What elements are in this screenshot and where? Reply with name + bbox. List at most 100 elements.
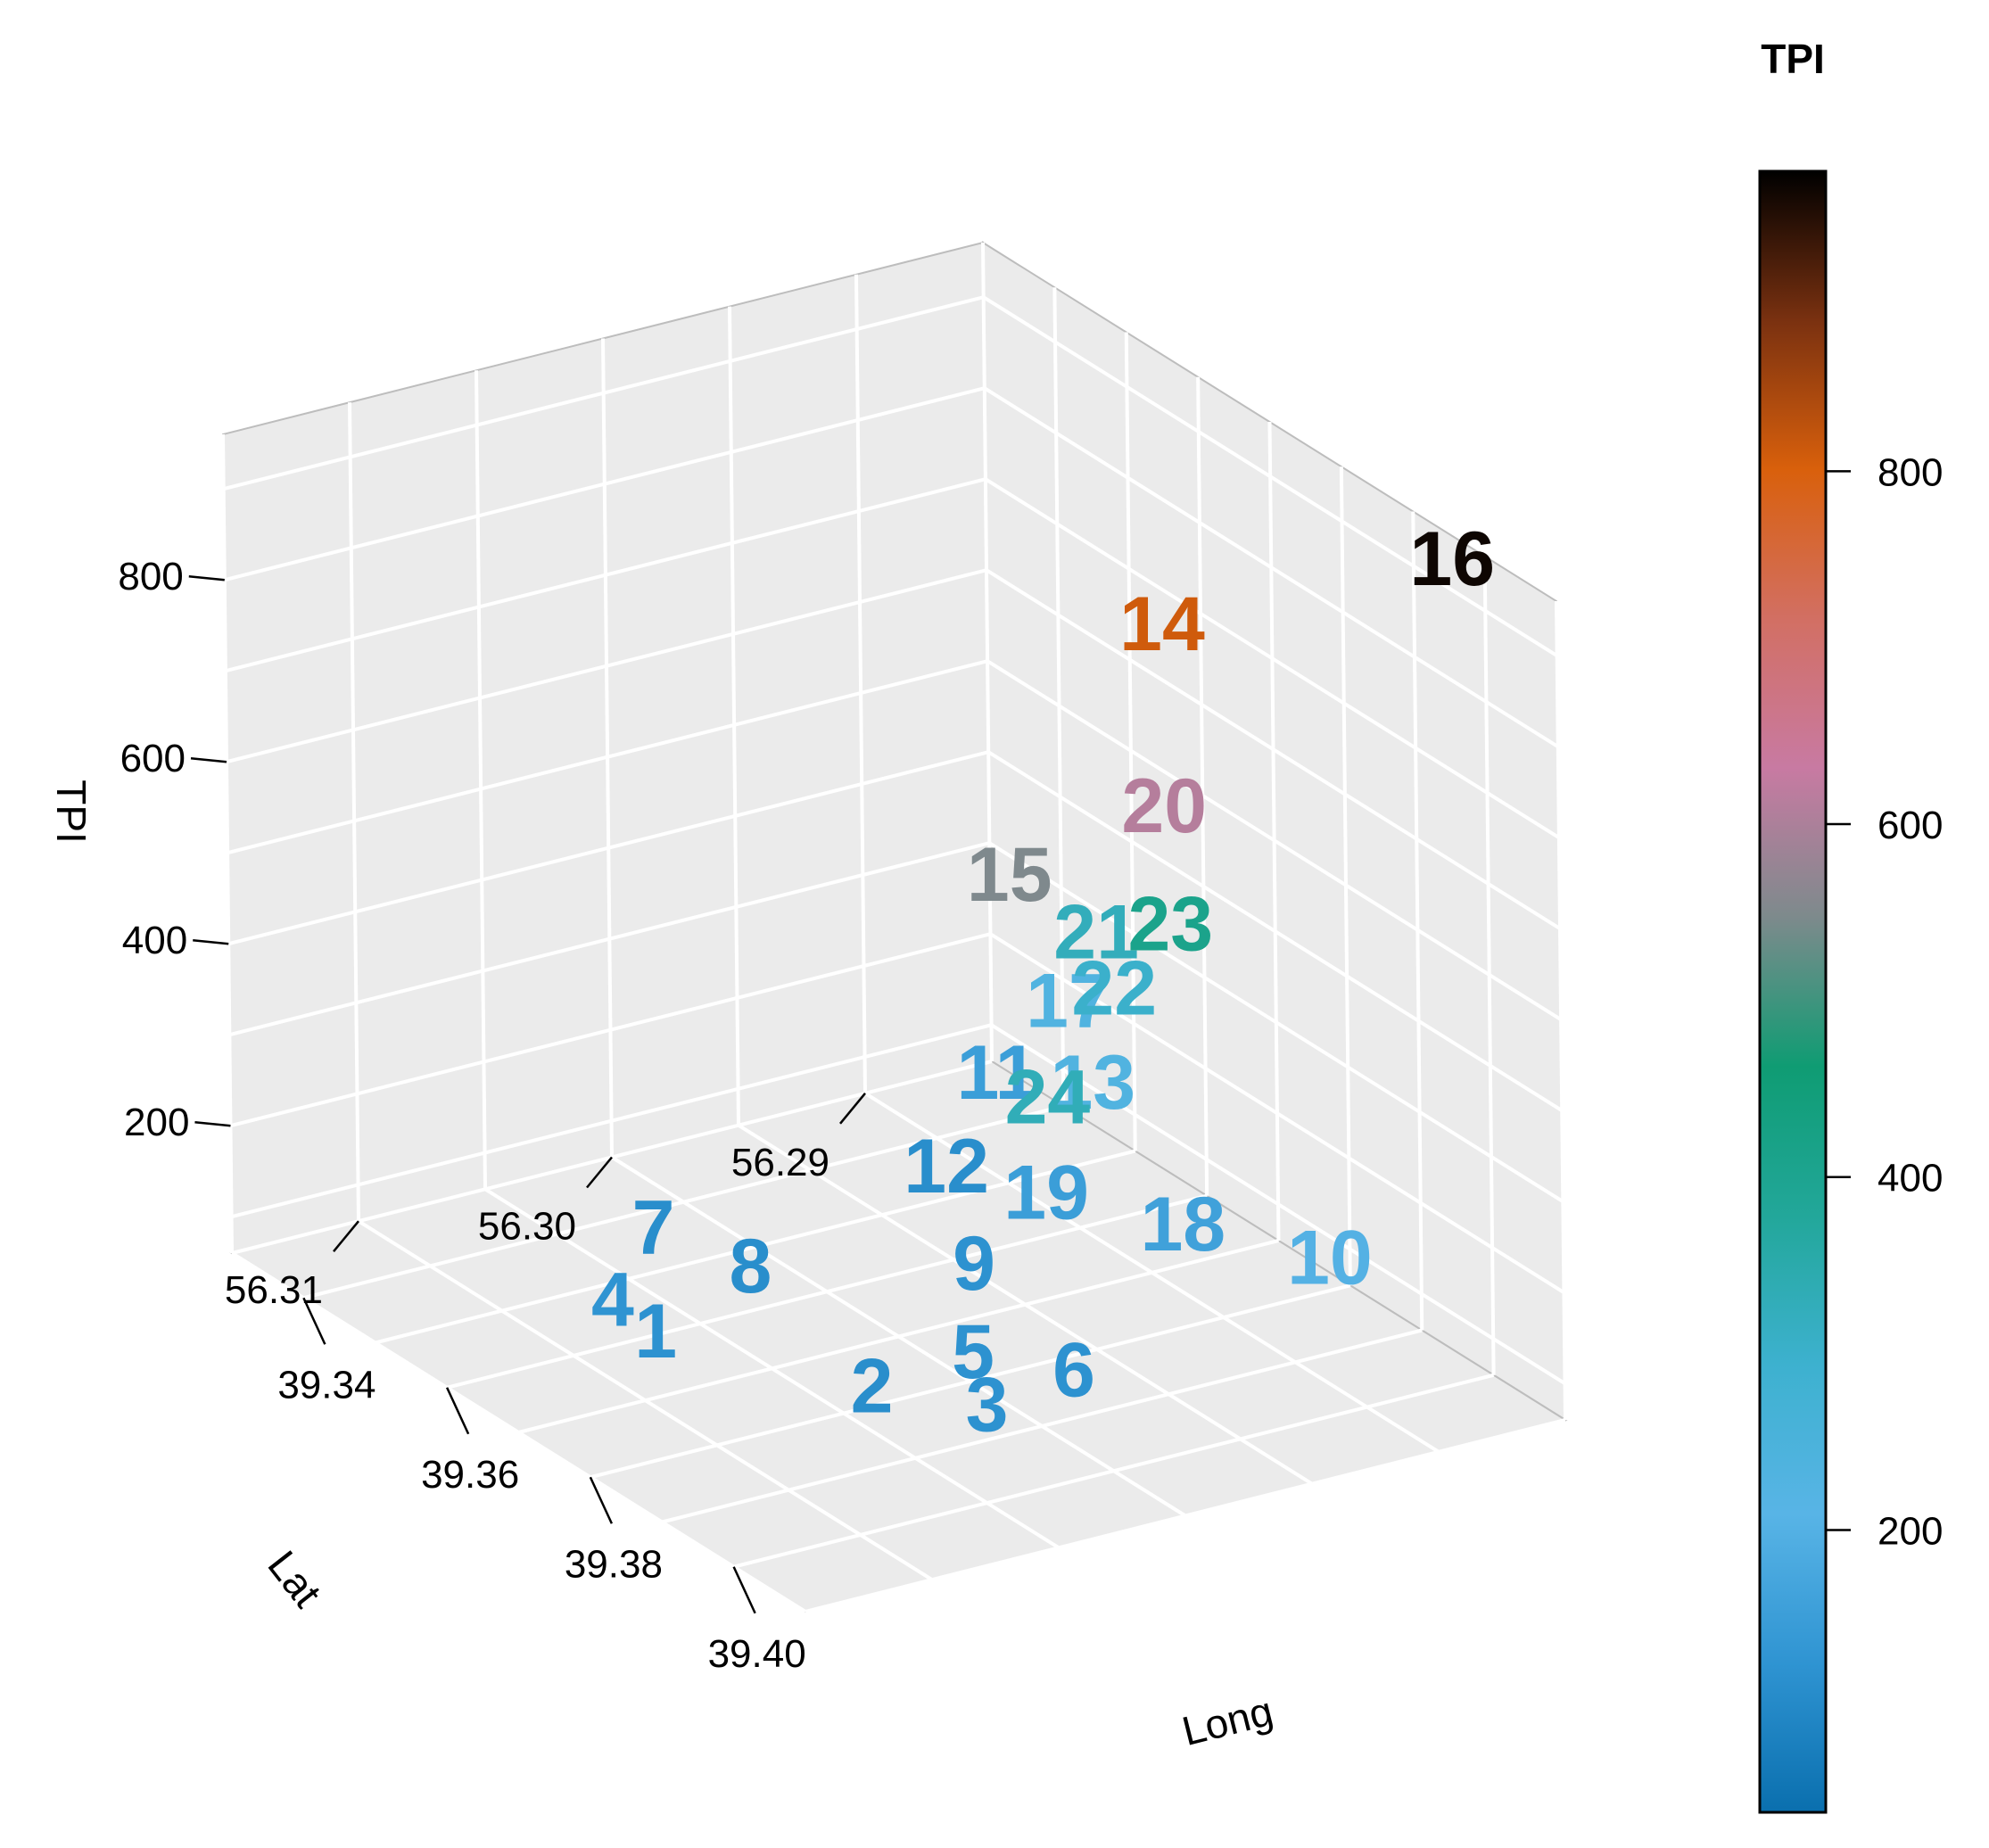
- y-tick-label: 56.29: [731, 1141, 829, 1184]
- colorbar-tick-label: 600: [1878, 804, 1943, 847]
- grid-leftwall-lat: [475, 370, 487, 1190]
- grid-leftwall-lat: [601, 338, 614, 1158]
- z-tick-mark: [190, 756, 227, 763]
- grid-rightwall-long: [1555, 600, 1567, 1421]
- point-label: 7: [632, 1185, 675, 1271]
- z-tick-label: 600: [120, 737, 186, 780]
- grid-rightwall-tpi: [984, 477, 1560, 839]
- z-tick-mark: [193, 938, 229, 945]
- point-label: 14: [1119, 582, 1205, 667]
- grid-leftwall-tpi: [224, 386, 986, 582]
- z-tick-label: 200: [124, 1101, 189, 1144]
- colorbar-ticks: 200 400 600 800: [1826, 450, 1943, 1553]
- y-tick-mark: [333, 1220, 359, 1252]
- point-label: 2: [851, 1344, 894, 1430]
- z-tick-mark: [188, 574, 225, 582]
- grid-leftwall-tpi: [227, 750, 989, 946]
- x-tick-mark: [302, 1297, 326, 1345]
- x-tick-mark: [589, 1476, 614, 1524]
- grid-leftwall-lat: [854, 274, 867, 1093]
- colorbar-tick-label: 800: [1878, 450, 1943, 494]
- z-tick-label: 800: [118, 555, 183, 598]
- grid-floor-lat: [863, 1092, 1440, 1454]
- grid-leftwall-lat: [348, 402, 360, 1222]
- x-axis-title: Long: [1177, 1687, 1277, 1754]
- point-label: 21: [1053, 890, 1139, 976]
- grid-rightwall-long: [1196, 376, 1209, 1196]
- x-tick-label: 39.34: [277, 1363, 376, 1407]
- x-tick-label: 39.38: [565, 1542, 663, 1586]
- grid-rightwall-tpi: [988, 841, 1564, 1203]
- grid-floor-lat: [483, 1187, 1061, 1550]
- gridlines: [221, 242, 1567, 1613]
- y-tick-mark: [586, 1156, 613, 1189]
- grid-rightwall-long: [1411, 511, 1424, 1331]
- grid-floor-lat: [610, 1155, 1187, 1518]
- axis-ticks: 39.34 39.36 39.38 39.40 56.29 56.30 56.31 200 40…: [118, 555, 866, 1676]
- grid-rightwall-long: [1482, 556, 1496, 1375]
- grid-rightwall-tpi: [983, 386, 1559, 748]
- y-tick-label: 56.31: [225, 1268, 323, 1312]
- point-label: 23: [1127, 881, 1213, 967]
- grid-floor-lat: [357, 1219, 934, 1581]
- grid-floor-lat: [230, 1251, 807, 1613]
- grid-leftwall-tpi: [229, 932, 991, 1128]
- point-label: 16: [1409, 516, 1495, 602]
- point-label: 8: [729, 1224, 772, 1309]
- grid-rightwall-tpi: [987, 750, 1564, 1112]
- x-tick-label: 39.36: [421, 1453, 519, 1497]
- grid-rightwall-tpi: [990, 1023, 1566, 1385]
- grid-leftwall-tpi: [225, 477, 986, 673]
- point-label: 1: [634, 1289, 677, 1374]
- point-label: 11: [957, 1030, 1038, 1116]
- grid-rightwall-long: [981, 242, 994, 1062]
- colorbar: TPI 200 400 600 800: [1758, 36, 1943, 1814]
- colorbar-tick-label: 200: [1878, 1509, 1943, 1553]
- grid-leftwall-tpi: [231, 1023, 993, 1219]
- point-label: 17: [1026, 958, 1111, 1044]
- grid-rightwall-long: [1267, 421, 1281, 1242]
- point-label: 3: [966, 1362, 1009, 1448]
- colorbar-tick-label: 400: [1878, 1157, 1943, 1200]
- grid-rightwall-tpi: [989, 932, 1565, 1294]
- point-label: 19: [1003, 1150, 1089, 1235]
- colorbar-title: TPI: [1761, 36, 1825, 82]
- point-label: 4: [591, 1258, 634, 1343]
- colorbar-ramp: [1758, 169, 1828, 1814]
- z-axis-title: TPI: [48, 780, 95, 844]
- point-label: 22: [1071, 945, 1157, 1031]
- x-tick-mark: [445, 1387, 470, 1435]
- point-label: 13: [1050, 1040, 1135, 1126]
- grid-leftwall-lat: [221, 433, 234, 1254]
- grid-rightwall-tpi: [982, 295, 1558, 657]
- y-tick-label: 56.30: [478, 1205, 576, 1249]
- grid-leftwall-tpi: [228, 841, 990, 1037]
- point-label: 15: [967, 832, 1052, 918]
- grid-rightwall-tpi: [985, 568, 1562, 930]
- z-tick-mark: [194, 1120, 231, 1127]
- grid-leftwall-tpi: [223, 295, 985, 491]
- grid-leftwall-tpi: [226, 568, 987, 764]
- grid-floor-lat: [737, 1123, 1314, 1486]
- point-label: 9: [953, 1221, 995, 1307]
- x-tick-label: 39.40: [708, 1632, 806, 1676]
- point-label: 5: [952, 1309, 994, 1395]
- grid-rightwall-tpi: [986, 659, 1563, 1021]
- point-label: 12: [904, 1124, 989, 1209]
- point-label: 20: [1121, 763, 1207, 849]
- z-tick-label: 400: [122, 919, 187, 962]
- grid-leftwall-lat: [728, 306, 740, 1126]
- grid-rightwall-long: [1339, 466, 1352, 1286]
- point-label: 18: [1140, 1182, 1226, 1267]
- x-tick-mark: [732, 1566, 756, 1614]
- y-tick-mark: [839, 1093, 866, 1125]
- y-axis-title: Lat: [259, 1542, 330, 1616]
- point-label: 6: [1052, 1328, 1095, 1414]
- grid-leftwall-tpi: [227, 659, 988, 855]
- point-label: 24: [1005, 1055, 1091, 1141]
- point-label: 10: [1287, 1216, 1373, 1301]
- grid-rightwall-long: [1052, 287, 1066, 1107]
- grid-rightwall-long: [1124, 332, 1137, 1151]
